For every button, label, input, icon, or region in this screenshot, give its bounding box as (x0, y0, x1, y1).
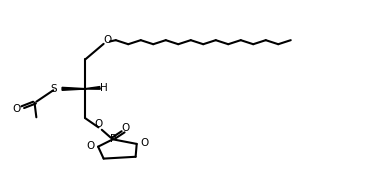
Polygon shape (85, 87, 100, 89)
Text: O: O (86, 141, 94, 151)
Text: O: O (121, 123, 130, 133)
Text: O: O (141, 138, 149, 148)
Polygon shape (62, 87, 85, 90)
Text: O: O (103, 35, 111, 45)
Text: S: S (50, 84, 56, 94)
Text: O: O (94, 119, 102, 129)
Text: H: H (100, 83, 107, 93)
Text: O: O (13, 104, 21, 114)
Text: P: P (110, 134, 116, 144)
